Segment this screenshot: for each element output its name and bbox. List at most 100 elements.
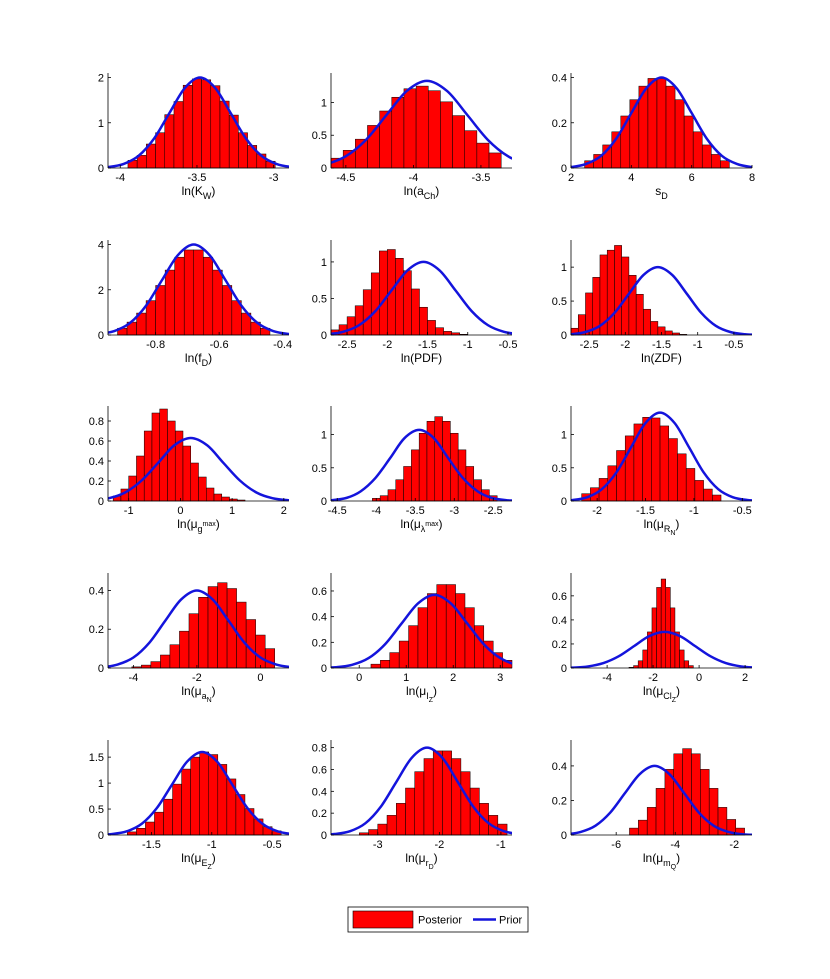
bar <box>432 750 443 836</box>
bar <box>395 258 404 336</box>
y-tick-label: 0.6 <box>312 586 327 598</box>
x-tick-label: -3 <box>373 839 383 851</box>
bar <box>701 144 712 169</box>
bar <box>638 819 648 836</box>
bar <box>635 294 644 336</box>
y-tick-label: 0 <box>561 163 567 175</box>
bar <box>434 416 443 502</box>
x-axis-label-part: ) <box>212 684 216 698</box>
x-tick-label: -4 <box>409 172 419 184</box>
bar <box>679 649 685 669</box>
x-tick-label: -2.5 <box>580 339 599 351</box>
x-axis-label: ln(μmQ) <box>643 851 680 871</box>
x-tick-label: -0.6 <box>210 339 229 351</box>
x-axis-label-part: ln(PDF) <box>401 351 442 365</box>
bar <box>440 101 453 169</box>
prior-line <box>331 260 512 335</box>
x-axis-label: ln(KW) <box>182 184 216 201</box>
y-tick-label: 0.5 <box>89 804 104 816</box>
x-axis-label-part: m <box>663 858 671 868</box>
y-tick-label: 1 <box>561 430 567 442</box>
bar <box>163 798 173 836</box>
bar <box>452 115 465 169</box>
bar <box>637 660 644 669</box>
x-axis-label-part: Q <box>671 864 677 871</box>
bar <box>660 578 667 669</box>
x-tick-label: 0 <box>257 672 263 684</box>
x-tick-label: -0.5 <box>263 839 282 851</box>
bar <box>183 249 194 336</box>
x-axis-label-part: Z <box>672 697 677 704</box>
x-axis-label-part: r <box>426 858 429 868</box>
y-tick-label: 0.5 <box>312 463 327 475</box>
x-axis-label-part: ) <box>676 851 680 865</box>
bar <box>190 462 199 502</box>
bar <box>169 644 180 669</box>
bar <box>173 101 184 169</box>
x-axis-label: ln(PDF) <box>401 351 442 365</box>
x-tick-label: -4 <box>602 672 612 684</box>
bar <box>664 330 673 336</box>
bar <box>154 811 164 836</box>
x-tick-label: 6 <box>689 172 695 184</box>
y-tick-label: 0 <box>98 330 104 342</box>
y-tick-label: 0.2 <box>312 637 327 649</box>
bar <box>650 321 659 336</box>
subplot: 0 2 4 -0.8 -0.6 -0.4 ln(fD) <box>98 240 292 368</box>
x-axis-label-part: ) <box>208 351 212 365</box>
x-axis-label-part: g <box>198 524 203 534</box>
y-tick-label: 1 <box>321 430 327 442</box>
x-tick-label: -2.5 <box>484 505 503 517</box>
x-tick-label: 0 <box>177 505 183 517</box>
bar <box>192 78 202 169</box>
bar <box>665 85 676 169</box>
legend-label: Prior <box>499 915 523 927</box>
y-tick-label: 0.2 <box>552 118 567 130</box>
bar <box>222 285 233 336</box>
bar <box>368 829 379 836</box>
x-axis-label-part: Cl <box>663 691 672 701</box>
y-tick-label: 0.2 <box>312 808 327 820</box>
x-axis-label: ln(μRN) <box>644 517 680 537</box>
x-tick-label: -4 <box>670 839 680 851</box>
y-tick-label: 2 <box>98 73 104 85</box>
y-tick-label: 0.5 <box>552 296 567 308</box>
bar <box>208 754 219 836</box>
y-tick-label: 0 <box>321 496 327 508</box>
x-tick-label: 2 <box>281 505 287 517</box>
x-tick-label: -1.5 <box>652 339 671 351</box>
y-tick-label: 1 <box>321 97 327 109</box>
subplot: 0 0.5 1 1.5 -1.5 -1 -0.5 ln(μEZ) <box>89 740 289 871</box>
bar <box>193 249 204 336</box>
bar <box>415 85 429 169</box>
y-tick-label: 0.2 <box>89 476 104 488</box>
y-tick-label: 0.4 <box>312 612 327 624</box>
bar <box>455 593 466 669</box>
x-tick-label: -0.4 <box>273 339 292 351</box>
y-tick-label: 0.6 <box>312 764 327 776</box>
bar <box>665 587 671 669</box>
x-axis-label-part: ln(μ <box>181 684 201 698</box>
y-tick-label: 0 <box>321 330 327 342</box>
bar <box>419 306 428 336</box>
x-axis-label-part: ln(μ <box>177 517 197 531</box>
x-axis-label-part: max <box>203 521 217 528</box>
x-axis-label-part: R <box>664 524 671 534</box>
x-tick-label: -1 <box>124 505 134 517</box>
bar <box>414 771 425 836</box>
y-tick-label: 0 <box>561 830 567 842</box>
prior-line <box>571 764 752 835</box>
x-tick-label: -4.5 <box>336 172 355 184</box>
x-tick-label: -1 <box>496 839 506 851</box>
bar <box>198 596 209 669</box>
bar <box>190 756 200 836</box>
x-tick-label: 0 <box>696 672 702 684</box>
y-tick-label: 0.2 <box>552 795 567 807</box>
y-tick-label: 0.5 <box>552 463 567 475</box>
bar <box>411 449 420 502</box>
x-axis-label-part: Z <box>207 864 212 871</box>
bar <box>646 807 657 836</box>
x-tick-label: 2 <box>742 672 748 684</box>
bar <box>164 269 175 336</box>
x-axis-label: ln(μEZ) <box>181 851 216 871</box>
